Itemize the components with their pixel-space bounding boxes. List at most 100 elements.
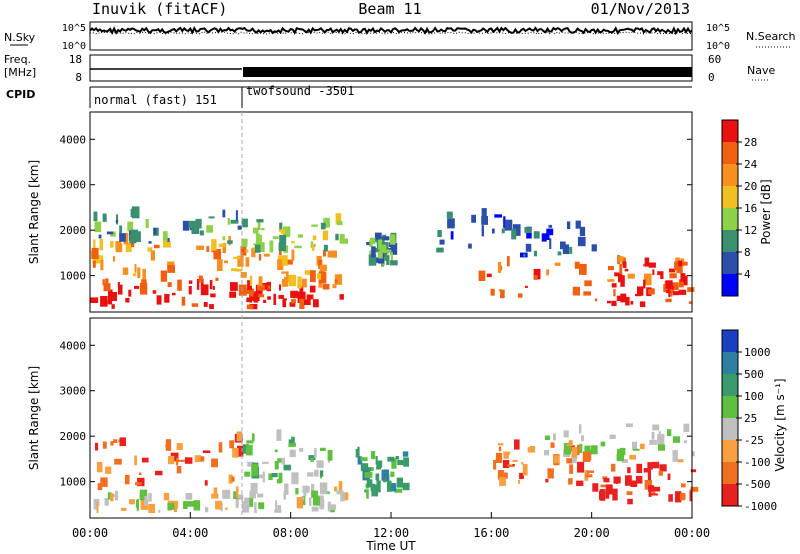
velocity-cell — [129, 499, 135, 505]
power-cell — [258, 276, 263, 287]
velocity-cell — [563, 442, 571, 455]
power-cell — [139, 282, 148, 295]
velocity-cell — [288, 442, 296, 447]
power-cell — [90, 297, 99, 303]
velocity-cell — [371, 451, 376, 460]
velocity-cell — [587, 470, 594, 473]
power-cell — [164, 293, 170, 303]
velocity-cell — [375, 456, 378, 465]
freq-tick-high: 18 — [69, 53, 82, 66]
velocity-cell — [566, 458, 573, 464]
velocity-cell — [498, 446, 502, 452]
power-colorbar-tick-label: 24 — [744, 158, 758, 171]
power-cell — [622, 261, 627, 268]
velocity-cell — [155, 470, 163, 476]
velocity-cell — [611, 463, 616, 472]
velocity-cell — [668, 494, 673, 502]
power-cell — [297, 291, 306, 303]
power-cell — [630, 301, 634, 305]
velocity-cell — [616, 453, 625, 462]
velocity-cell — [612, 488, 618, 501]
power-cell — [436, 247, 444, 253]
power-cell — [312, 235, 317, 241]
power-cell — [237, 255, 244, 267]
velocity-cell — [395, 456, 400, 460]
velocity-colorbar-tick-label: -25 — [744, 434, 764, 447]
velocity-cell — [386, 480, 392, 492]
power-panel-frame — [89, 111, 693, 313]
power-cell — [447, 218, 455, 229]
noise-panel-frame — [89, 21, 693, 51]
power-cell — [206, 246, 210, 252]
power-cell — [261, 228, 265, 231]
power-cell — [672, 291, 680, 296]
power-cell — [128, 289, 132, 297]
velocity-cell — [124, 474, 130, 485]
velocity-cell — [625, 423, 633, 428]
power-cell — [273, 293, 277, 305]
velocity-colorbar-swatch — [722, 374, 738, 396]
power-cell — [278, 295, 284, 299]
power-cell — [478, 270, 486, 281]
power-cell — [119, 225, 123, 237]
velocity-colorbar-swatch — [722, 396, 738, 418]
power-cell — [102, 279, 105, 286]
power-cell — [621, 257, 626, 265]
power-cell — [278, 242, 286, 252]
power-panel-background — [90, 112, 692, 312]
power-cell — [200, 278, 204, 290]
power-cell — [323, 217, 330, 228]
power-cell — [486, 273, 492, 278]
power-cell — [608, 266, 614, 271]
power-cell — [235, 268, 243, 272]
power-cell — [103, 283, 111, 292]
velocity-cell — [653, 486, 661, 492]
velocity-cell — [376, 460, 383, 468]
velocity-cell — [271, 473, 278, 478]
power-cell — [152, 290, 157, 294]
time-tick-label: 00:00 — [674, 526, 710, 540]
power-cell — [390, 243, 398, 255]
power-cell — [150, 250, 155, 261]
power-cell — [162, 231, 168, 241]
power-cell — [643, 279, 646, 289]
velocity-heatmap-cells — [93, 423, 699, 514]
velocity-cell — [512, 459, 518, 462]
power-cell — [294, 245, 302, 249]
velocity-cell — [291, 472, 299, 485]
station-title: Inuvik (fitACF) — [92, 0, 227, 18]
velocity-cell — [576, 480, 584, 486]
time-tick-label: 20:00 — [574, 526, 610, 540]
nave-tick-high: 60 — [708, 53, 721, 66]
velocity-cell — [268, 473, 273, 481]
power-cell — [533, 231, 540, 239]
velocity-cell — [639, 443, 645, 450]
velocity-cell — [690, 469, 697, 473]
power-cell — [624, 268, 629, 272]
power-cell — [481, 216, 488, 225]
velocity-cell — [283, 464, 291, 471]
power-cell — [379, 244, 387, 253]
cpid-mode-0-label: normal (fast) 151 — [94, 93, 217, 107]
velocity-cell — [357, 446, 360, 457]
power-cell — [191, 228, 200, 234]
velocity-cell — [246, 440, 254, 444]
velocity-cell — [102, 441, 107, 449]
power-cell — [643, 263, 646, 267]
time-axis-ticks: 00:00 04:00 08:00 12:00 16:00 20:00 00:00 — [72, 512, 710, 540]
power-cell — [279, 247, 282, 256]
velocity-cell — [213, 487, 218, 497]
velocity-cell — [158, 510, 161, 513]
power-cell — [557, 251, 562, 256]
velocity-cell — [311, 483, 315, 493]
velocity-cell — [284, 483, 289, 495]
velocity-colorbar-tick-label: -100 — [744, 456, 771, 469]
velocity-cell — [375, 473, 380, 481]
velocity-cell — [171, 500, 179, 509]
velocity-cell — [691, 451, 695, 457]
power-cell — [127, 221, 134, 232]
time-tick-label: 00:00 — [72, 526, 108, 540]
velocity-cell — [652, 424, 660, 431]
time-tick-label: 12:00 — [373, 526, 409, 540]
velocity-cell — [327, 450, 333, 461]
